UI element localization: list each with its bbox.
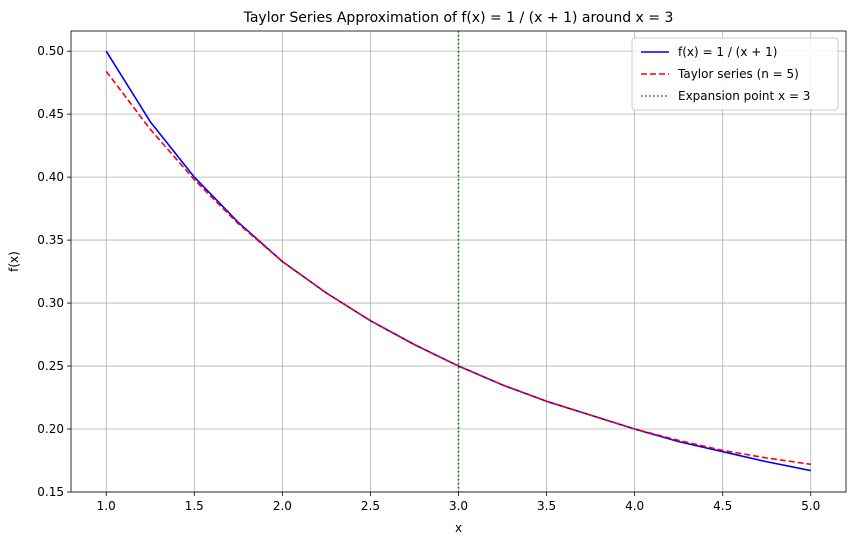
legend: f(x) = 1 / (x + 1) Taylor series (n = 5) E… [631,37,839,111]
legend-label: f(x) = 1 / (x + 1) [678,45,777,59]
ticks: 1.0 1.5 2.0 2.5 3.0 3.5 4.0 4.5 5.0 0.15 0.20 0.25 0… [37,44,820,513]
y-tick-label: 0.45 [37,107,64,121]
legend-label: Expansion point x = 3 [678,89,810,103]
x-tick-label: 3.5 [537,499,556,513]
x-tick-label: 4.5 [713,499,732,513]
x-tick-label: 2.5 [361,499,380,513]
y-tick-label: 0.15 [37,485,64,499]
chart-title: Taylor Series Approximation of f(x) = 1 … [243,10,674,26]
x-tick-label: 1.5 [185,499,204,513]
x-tick-label: 3.0 [449,499,468,513]
series-line-0 [105,50,811,472]
legend-label: Taylor series (n = 5) [677,67,799,81]
y-tick-label: 0.50 [37,44,64,58]
y-axis-label: f(x) [7,251,21,272]
x-tick-label: 2.0 [273,499,292,513]
y-tick-label: 0.30 [37,296,64,310]
y-tick-label: 0.40 [37,170,64,184]
x-tick-label: 5.0 [801,499,820,513]
y-tick-label: 0.25 [37,359,64,373]
series-line-1 [105,70,811,466]
y-tick-label: 0.35 [37,233,64,247]
y-tick-label: 0.20 [37,422,64,436]
series-layer [105,31,811,492]
legend-box [631,37,839,111]
x-tick-label: 4.0 [625,499,644,513]
x-tick-label: 1.0 [97,499,116,513]
x-axis-label: x [455,521,462,535]
